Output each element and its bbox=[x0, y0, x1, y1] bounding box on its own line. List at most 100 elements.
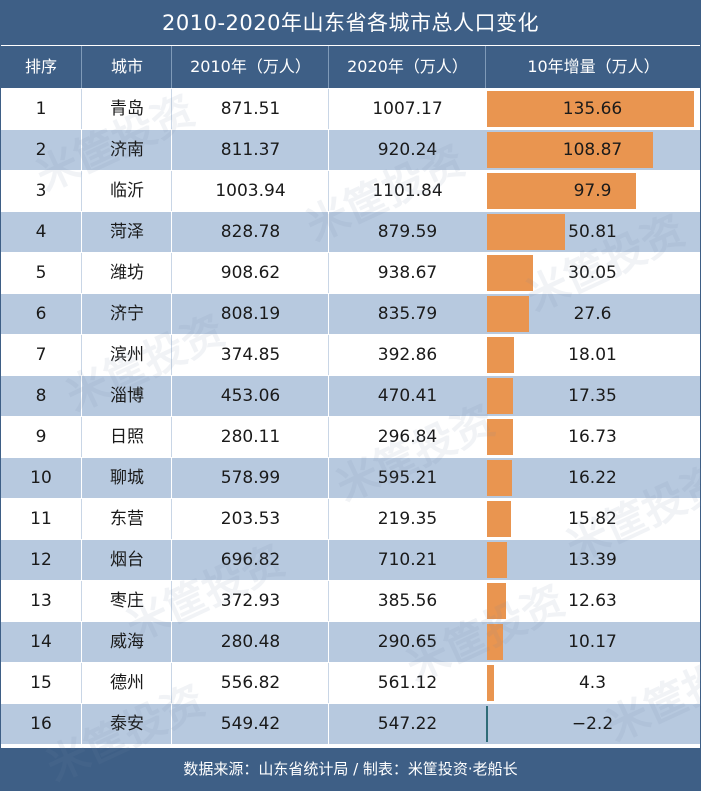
population-2020-cell: 835.79 bbox=[328, 294, 486, 334]
table-row: 2 济南 811.37 920.24 108.87 bbox=[1, 130, 700, 170]
increase-cell: 18.01 bbox=[485, 335, 700, 375]
table-row: 4 菏泽 828.78 879.59 50.81 bbox=[1, 212, 700, 252]
rank-cell: 10 bbox=[30, 468, 52, 488]
table-row: 6 济宁 808.19 835.79 27.6 bbox=[1, 294, 700, 334]
population-2020-cell: 219.35 bbox=[328, 499, 486, 539]
increase-label: 16.73 bbox=[568, 427, 617, 447]
table-row: 16 泰安 549.42 547.22 −2.2 bbox=[1, 704, 700, 744]
increase-cell: 12.63 bbox=[485, 581, 700, 621]
population-2020-cell: 470.41 bbox=[328, 376, 486, 416]
population-2010-cell: 556.82 bbox=[171, 663, 329, 703]
increase-bar bbox=[487, 501, 512, 537]
increase-bar bbox=[487, 460, 512, 496]
city-cell: 枣庄 bbox=[81, 581, 172, 621]
increase-label: 17.35 bbox=[568, 386, 617, 406]
rank-cell: 16 bbox=[30, 714, 52, 734]
header-2020: 2020年（万人） bbox=[328, 46, 486, 88]
increase-cell: 50.81 bbox=[485, 212, 700, 252]
city-cell: 东营 bbox=[81, 499, 172, 539]
population-2020-cell: 1007.17 bbox=[328, 89, 486, 129]
population-2010-cell: 280.48 bbox=[171, 622, 329, 662]
source-footer: 数据来源：山东省统计局 / 制表：米筐投资·老船长 bbox=[1, 748, 700, 790]
table-header: 排序 城市 2010年（万人） 2020年（万人） 10年增量（万人） bbox=[1, 46, 700, 88]
city-cell: 威海 bbox=[81, 622, 172, 662]
increase-bar bbox=[487, 337, 515, 373]
rank-cell: 9 bbox=[35, 427, 47, 447]
table-row: 13 枣庄 372.93 385.56 12.63 bbox=[1, 581, 700, 621]
increase-bar bbox=[487, 665, 494, 701]
city-cell: 滨州 bbox=[81, 335, 172, 375]
city-cell: 日照 bbox=[81, 417, 172, 457]
city-cell: 泰安 bbox=[81, 704, 172, 744]
increase-bar bbox=[487, 173, 637, 209]
increase-label: 108.87 bbox=[562, 140, 623, 160]
increase-cell: 15.82 bbox=[485, 499, 700, 539]
increase-cell: 108.87 bbox=[485, 130, 700, 170]
increase-cell: 27.6 bbox=[485, 294, 700, 334]
increase-cell: 13.39 bbox=[485, 540, 700, 580]
increase-label: 10.17 bbox=[568, 632, 617, 652]
increase-bar bbox=[487, 419, 513, 455]
population-2020-cell: 920.24 bbox=[328, 130, 486, 170]
increase-label: 50.81 bbox=[568, 222, 617, 242]
increase-label: 4.3 bbox=[578, 673, 607, 693]
increase-bar bbox=[487, 91, 694, 127]
increase-label: −2.2 bbox=[571, 714, 614, 734]
increase-cell: 16.22 bbox=[485, 458, 700, 498]
table-row: 10 聊城 578.99 595.21 16.22 bbox=[1, 458, 700, 498]
population-2020-cell: 1101.84 bbox=[328, 171, 486, 211]
increase-label: 18.01 bbox=[568, 345, 617, 365]
table-row: 1 青岛 871.51 1007.17 135.66 bbox=[1, 89, 700, 129]
increase-label: 15.82 bbox=[568, 509, 617, 529]
population-2010-cell: 828.78 bbox=[171, 212, 329, 252]
increase-bar bbox=[487, 296, 530, 332]
population-2010-cell: 578.99 bbox=[171, 458, 329, 498]
increase-cell: 97.9 bbox=[485, 171, 700, 211]
population-2020-cell: 879.59 bbox=[328, 212, 486, 252]
increase-bar bbox=[487, 378, 514, 414]
increase-bar bbox=[487, 132, 654, 168]
population-2010-cell: 453.06 bbox=[171, 376, 329, 416]
rank-cell: 11 bbox=[30, 509, 52, 529]
population-2020-cell: 296.84 bbox=[328, 417, 486, 457]
header-2010: 2010年（万人） bbox=[171, 46, 329, 88]
increase-bar bbox=[487, 214, 565, 250]
rank-cell: 8 bbox=[35, 386, 47, 406]
table-row: 11 东营 203.53 219.35 15.82 bbox=[1, 499, 700, 539]
chart-title: 2010-2020年山东省各城市总人口变化 bbox=[1, 1, 700, 45]
population-2020-cell: 595.21 bbox=[328, 458, 486, 498]
population-2010-cell: 372.93 bbox=[171, 581, 329, 621]
population-2020-cell: 561.12 bbox=[328, 663, 486, 703]
increase-label: 135.66 bbox=[562, 99, 623, 119]
rank-cell: 13 bbox=[30, 591, 52, 611]
header-rank: 排序 bbox=[24, 57, 57, 76]
increase-cell: −2.2 bbox=[485, 704, 700, 744]
increase-bar bbox=[487, 583, 507, 619]
increase-cell: 4.3 bbox=[485, 663, 700, 703]
population-2010-cell: 280.11 bbox=[171, 417, 329, 457]
table-row: 14 威海 280.48 290.65 10.17 bbox=[1, 622, 700, 662]
rank-cell: 5 bbox=[35, 263, 47, 283]
header-increase: 10年增量（万人） bbox=[485, 46, 701, 88]
increase-cell: 17.35 bbox=[485, 376, 700, 416]
population-2010-cell: 203.53 bbox=[171, 499, 329, 539]
population-2010-cell: 811.37 bbox=[171, 130, 329, 170]
table-row: 15 德州 556.82 561.12 4.3 bbox=[1, 663, 700, 703]
city-cell: 烟台 bbox=[81, 540, 172, 580]
increase-label: 27.6 bbox=[573, 304, 612, 324]
increase-bar bbox=[487, 624, 503, 660]
population-2010-cell: 696.82 bbox=[171, 540, 329, 580]
table-row: 9 日照 280.11 296.84 16.73 bbox=[1, 417, 700, 457]
rank-cell: 2 bbox=[35, 140, 47, 160]
table-row: 7 滨州 374.85 392.86 18.01 bbox=[1, 335, 700, 375]
rank-cell: 4 bbox=[35, 222, 47, 242]
increase-bar bbox=[487, 255, 533, 291]
increase-cell: 30.05 bbox=[485, 253, 700, 293]
increase-label: 13.39 bbox=[568, 550, 617, 570]
population-2010-cell: 908.62 bbox=[171, 253, 329, 293]
rank-cell: 6 bbox=[35, 304, 47, 324]
table-row: 12 烟台 696.82 710.21 13.39 bbox=[1, 540, 700, 580]
population-2010-cell: 871.51 bbox=[171, 89, 329, 129]
rank-cell: 3 bbox=[35, 181, 47, 201]
